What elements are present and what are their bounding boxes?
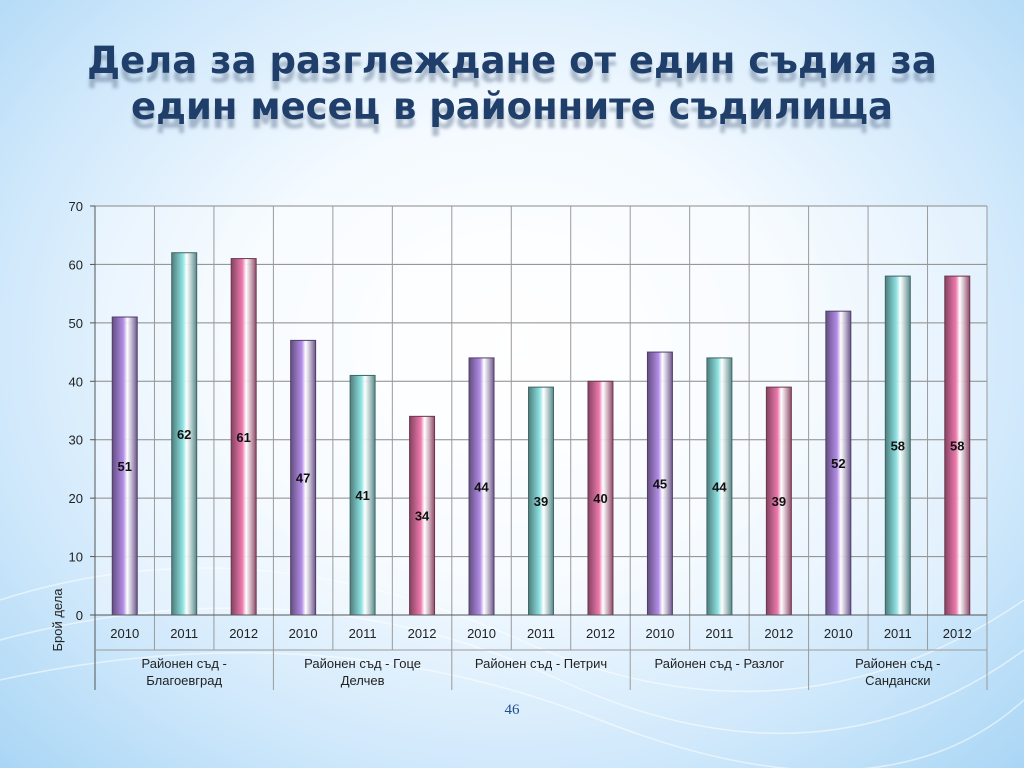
group-label: Делчев [341,673,385,688]
data-label: 58 [950,439,964,454]
y-tick-label: 50 [69,316,83,331]
x-tick-label: 2011 [705,626,733,641]
data-label: 40 [593,491,607,506]
bar [646,351,673,616]
bar [409,415,436,616]
data-label: 52 [831,456,845,471]
group-label: Районен съд - Гоце [304,656,421,671]
page-number: 46 [504,702,520,718]
data-label: 61 [236,430,250,445]
group-label: Районен съд - [142,656,227,671]
data-label: 39 [534,494,548,509]
y-tick-label: 20 [69,491,83,506]
bar [349,374,376,616]
bar [111,316,138,616]
data-label: 51 [117,459,131,474]
data-label: 39 [772,494,786,509]
data-label: 47 [296,471,310,486]
x-tick-label: 2012 [586,626,615,641]
bar [765,386,792,616]
chart-bars: 51 62 61 47 41 34 44 39 40 45 44 39 52 58 58 [111,252,971,616]
bar [944,275,971,616]
data-label: 34 [415,509,430,524]
data-label: 44 [712,479,727,494]
x-tick-label: 2011 [349,626,377,641]
data-label: 41 [355,488,369,503]
y-tick-label: 30 [69,433,83,448]
x-tick-label: 2011 [527,626,555,641]
data-label: 44 [474,479,489,494]
group-label: Благоевград [146,673,222,688]
x-tick-label: 2012 [229,626,258,641]
page-title: Дела за разглеждане от един съдия за еди… [87,39,937,128]
x-tick-label: 2010 [645,626,674,641]
bar [528,386,554,616]
x-tick-label: 2010 [289,626,318,641]
x-tick-label: 2011 [884,626,912,641]
bar [171,252,198,616]
x-tick-label: 2010 [110,626,139,641]
bar [230,258,257,616]
y-tick-label: 70 [69,199,83,214]
x-tick-label: 2012 [408,626,437,641]
y-tick-label: 40 [69,374,83,389]
group-label: Районен съд - [855,656,940,671]
x-tick-label: 2011 [170,626,198,641]
y-tick-label: 10 [69,550,83,565]
group-label: Районен съд - Петрич [475,656,607,671]
data-label: 62 [177,427,191,442]
data-label: 58 [891,439,905,454]
y-axis-label: Брой дела [50,588,65,652]
bar [468,357,495,616]
y-tick-label: 0 [76,608,83,623]
group-label: Районен съд - Разлог [655,656,785,671]
x-tick-label: 2012 [943,626,972,641]
bar [587,380,614,616]
bar [884,275,911,616]
x-tick-label: 2010 [467,626,496,641]
bar [290,339,317,616]
x-tick-label: 2012 [764,626,793,641]
x-tick-label: 2010 [824,626,853,641]
group-label: Сандански [865,673,930,688]
y-tick-label: 60 [69,257,83,272]
data-label: 45 [653,477,667,492]
